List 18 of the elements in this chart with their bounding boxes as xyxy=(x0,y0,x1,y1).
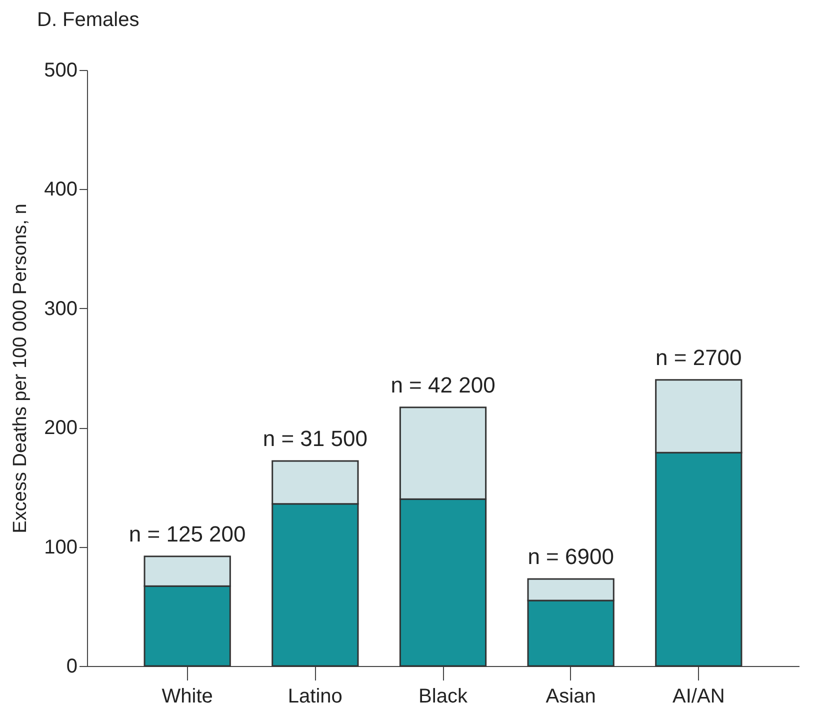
x-tick-label: AI/AN xyxy=(672,686,725,708)
annotation: n = 42 200 xyxy=(390,372,496,398)
annotation: n = 125 200 xyxy=(128,521,246,546)
x-tick-label: Asian xyxy=(546,686,596,708)
y-tick-label: 300 xyxy=(44,298,78,320)
chart-title: D. Females xyxy=(37,9,140,31)
annotation: n = 31 500 xyxy=(262,426,368,451)
y-tick-label: 0 xyxy=(66,656,78,678)
y-tick-label: 100 xyxy=(44,536,78,558)
annotation: n = 6900 xyxy=(528,544,614,569)
y-tick-label: 500 xyxy=(44,60,78,82)
y-axis-title: Excess Deaths per 100 000 Persons, n xyxy=(10,204,32,534)
annotation: n = 2700 xyxy=(656,344,742,370)
x-tick-label: Latino xyxy=(288,686,342,708)
x-tick-label: White xyxy=(162,686,213,708)
x-tick-label: Black xyxy=(418,686,468,708)
y-tick-label: 400 xyxy=(44,178,78,201)
y-tick-label: 200 xyxy=(44,417,78,440)
